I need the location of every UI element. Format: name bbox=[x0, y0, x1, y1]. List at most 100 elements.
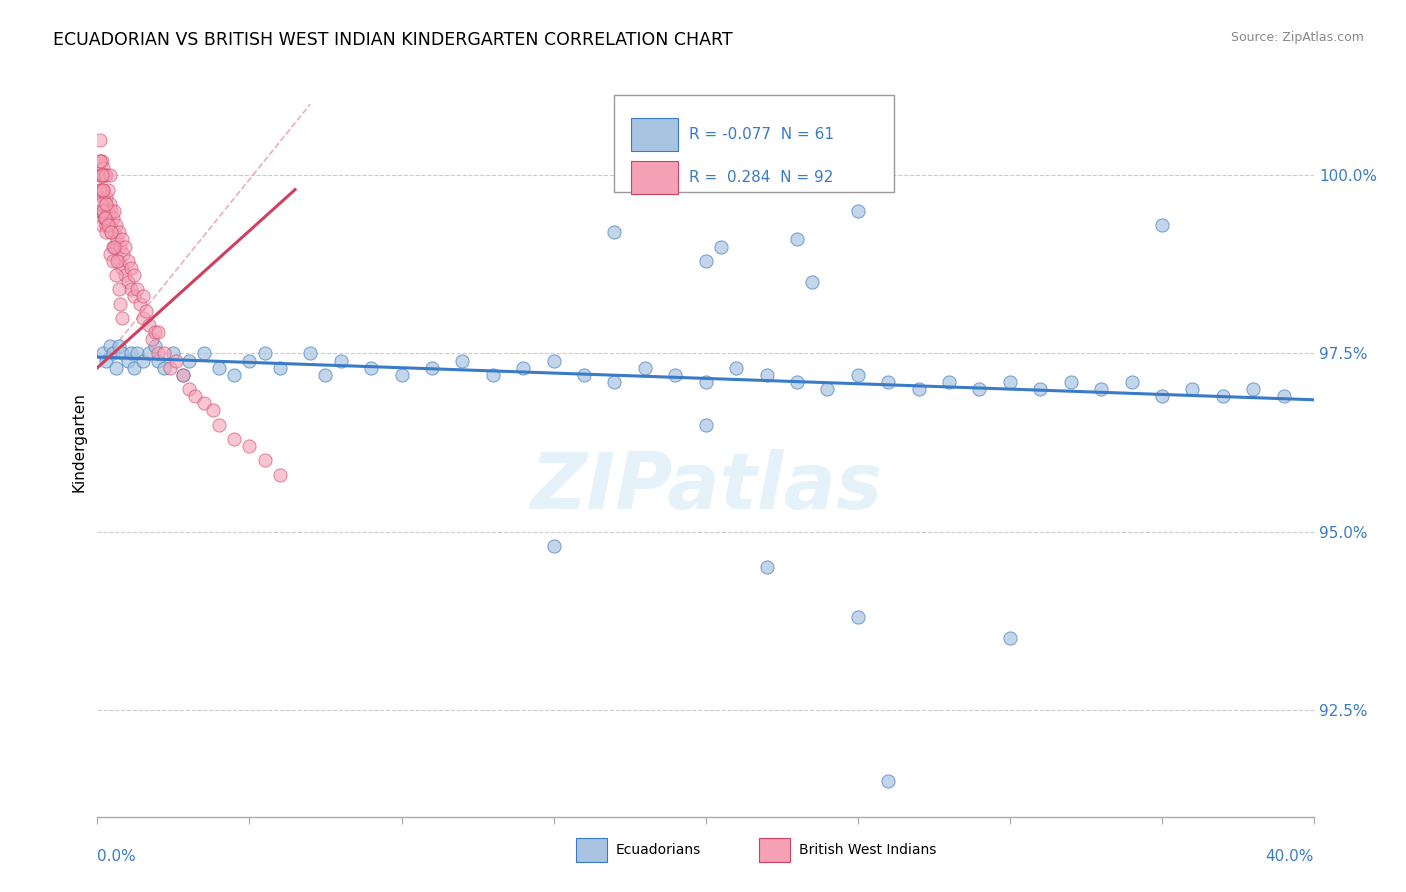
Point bbox=[93, 211, 115, 226]
Point bbox=[543, 353, 565, 368]
Point bbox=[114, 239, 136, 253]
Point bbox=[91, 190, 114, 204]
Point bbox=[695, 253, 717, 268]
Point bbox=[105, 253, 128, 268]
Point bbox=[238, 353, 260, 368]
Point bbox=[1272, 389, 1295, 403]
Point bbox=[299, 346, 322, 360]
Point bbox=[695, 417, 717, 432]
Point bbox=[111, 232, 134, 246]
Point bbox=[786, 232, 808, 246]
Point bbox=[1121, 375, 1143, 389]
Point bbox=[120, 282, 142, 296]
Text: ECUADORIAN VS BRITISH WEST INDIAN KINDERGARTEN CORRELATION CHART: ECUADORIAN VS BRITISH WEST INDIAN KINDER… bbox=[53, 31, 733, 49]
Point bbox=[90, 154, 112, 169]
Point bbox=[111, 346, 134, 360]
Point bbox=[111, 310, 134, 325]
FancyBboxPatch shape bbox=[614, 95, 894, 192]
Point bbox=[938, 375, 960, 389]
Point bbox=[148, 346, 170, 360]
FancyBboxPatch shape bbox=[576, 838, 607, 862]
Point bbox=[801, 275, 824, 289]
Point bbox=[91, 161, 114, 176]
Point bbox=[253, 346, 276, 360]
Point bbox=[1029, 382, 1052, 396]
Point bbox=[172, 368, 194, 382]
Point bbox=[96, 169, 118, 183]
Point bbox=[101, 346, 124, 360]
Point bbox=[132, 289, 155, 303]
FancyBboxPatch shape bbox=[631, 161, 678, 194]
Point bbox=[105, 232, 128, 246]
FancyBboxPatch shape bbox=[631, 118, 678, 151]
Point bbox=[101, 253, 124, 268]
Point bbox=[120, 260, 142, 275]
Point bbox=[208, 360, 231, 375]
Point bbox=[103, 204, 125, 219]
Point bbox=[125, 346, 148, 360]
Point bbox=[846, 610, 869, 624]
Point bbox=[135, 303, 157, 318]
Point bbox=[143, 325, 166, 339]
Point bbox=[93, 346, 115, 360]
Point bbox=[314, 368, 336, 382]
Point bbox=[603, 375, 626, 389]
Point bbox=[94, 211, 117, 226]
Point bbox=[98, 197, 121, 211]
Point bbox=[238, 439, 260, 453]
Point bbox=[112, 246, 135, 260]
Point bbox=[695, 375, 717, 389]
Point bbox=[998, 632, 1021, 646]
Point bbox=[786, 375, 808, 389]
Point bbox=[107, 339, 129, 353]
Point bbox=[143, 339, 166, 353]
Point bbox=[93, 204, 115, 219]
Point bbox=[107, 253, 129, 268]
Point bbox=[111, 260, 134, 275]
Point bbox=[104, 239, 127, 253]
Point bbox=[710, 239, 733, 253]
Point bbox=[634, 360, 657, 375]
Point bbox=[91, 204, 114, 219]
Point bbox=[94, 226, 117, 240]
Point bbox=[391, 368, 413, 382]
Point bbox=[129, 296, 152, 310]
Point bbox=[998, 375, 1021, 389]
Point bbox=[101, 239, 124, 253]
Point bbox=[114, 268, 136, 282]
Point bbox=[224, 368, 246, 382]
Text: R = -0.077  N = 61: R = -0.077 N = 61 bbox=[689, 127, 834, 142]
Point bbox=[172, 368, 194, 382]
Point bbox=[572, 368, 595, 382]
Point bbox=[98, 339, 121, 353]
Point bbox=[93, 169, 115, 183]
Point bbox=[755, 368, 778, 382]
Point bbox=[132, 353, 155, 368]
Point bbox=[89, 154, 111, 169]
Point bbox=[141, 332, 163, 346]
Text: Source: ZipAtlas.com: Source: ZipAtlas.com bbox=[1230, 31, 1364, 45]
Text: ZIPatlas: ZIPatlas bbox=[530, 450, 882, 525]
Point bbox=[1212, 389, 1234, 403]
Point bbox=[153, 346, 176, 360]
Point bbox=[877, 375, 900, 389]
Point bbox=[96, 197, 118, 211]
Point bbox=[97, 204, 120, 219]
Point bbox=[94, 197, 117, 211]
Point bbox=[97, 183, 120, 197]
Point bbox=[420, 360, 443, 375]
Y-axis label: Kindergarten: Kindergarten bbox=[72, 392, 86, 492]
Point bbox=[177, 382, 200, 396]
Point bbox=[846, 368, 869, 382]
Point bbox=[90, 169, 112, 183]
Point bbox=[117, 253, 139, 268]
Point bbox=[100, 226, 122, 240]
Point bbox=[177, 353, 200, 368]
Point bbox=[94, 169, 117, 183]
Point bbox=[97, 219, 120, 233]
Point bbox=[253, 453, 276, 467]
Point bbox=[96, 353, 118, 368]
Point bbox=[100, 226, 122, 240]
Point bbox=[664, 368, 686, 382]
Point bbox=[360, 360, 382, 375]
